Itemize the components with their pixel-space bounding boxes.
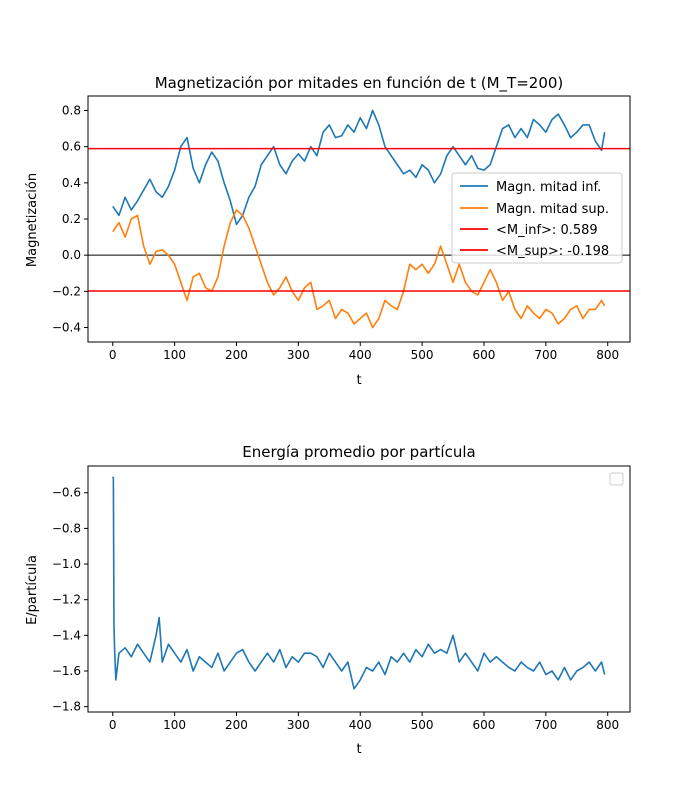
plot-area: 0 100 200 300 400 500 600 700 800 −1.8 −1.6 −1.4 −1.… — [52, 465, 631, 732]
plot-area: 0 100 200 300 400 500 600 700 800 −0.4 −0.2 0.0 0.2 0… — [52, 95, 631, 362]
y-tick-label: −1.6 — [52, 664, 81, 678]
x-tick: 100 — [163, 342, 186, 362]
y-tick: −0.6 — [52, 486, 88, 500]
y-tick: 0.8 — [62, 103, 88, 117]
y-tick-label: −1.0 — [52, 557, 81, 571]
legend-label-mean-sup: <M_sup>: -0.198 — [496, 244, 609, 259]
x-tick-label: 800 — [596, 348, 619, 362]
y-tick: −1.6 — [52, 664, 88, 678]
x-tick: 200 — [225, 712, 248, 732]
x-tick: 700 — [534, 342, 557, 362]
legend — [609, 472, 624, 486]
x-tick: 700 — [534, 712, 557, 732]
x-tick: 200 — [225, 342, 248, 362]
y-tick: 0.4 — [62, 176, 88, 190]
x-tick: 500 — [411, 342, 434, 362]
legend-box-empty — [609, 472, 624, 486]
x-tick: 800 — [596, 342, 619, 362]
chart-title: Energía promedio por partícula — [242, 443, 475, 461]
x-tick-label: 400 — [349, 348, 372, 362]
x-tick-label: 100 — [163, 348, 186, 362]
y-tick-label: 0.8 — [62, 103, 81, 117]
y-tick-label: −0.4 — [52, 321, 81, 335]
x-tick-label: 400 — [349, 718, 372, 732]
y-tick-label: −1.8 — [52, 700, 81, 714]
y-tick-label: −0.2 — [52, 284, 81, 298]
y-tick: 0.2 — [62, 212, 88, 226]
x-tick-label: 100 — [163, 718, 186, 732]
x-tick-label: 600 — [473, 718, 496, 732]
y-tick: −0.4 — [52, 321, 88, 335]
x-tick: 600 — [473, 342, 496, 362]
x-tick-label: 600 — [473, 348, 496, 362]
y-tick: −1.2 — [52, 593, 88, 607]
x-tick: 400 — [349, 342, 372, 362]
y-tick-label: −1.2 — [52, 593, 81, 607]
y-tick: 0.0 — [62, 248, 88, 262]
subplot-magnetization: Magnetización por mitades en función de … — [25, 74, 631, 388]
x-tick: 0 — [109, 342, 117, 362]
y-tick: −1.4 — [52, 628, 88, 642]
series-line-2 — [112, 209, 606, 329]
legend-label-mean-inf: <M_inf>: 0.589 — [496, 223, 598, 238]
x-tick: 400 — [349, 712, 372, 732]
x-tick-label: 0 — [109, 718, 117, 732]
y-tick-label: 0.0 — [62, 248, 81, 262]
x-tick: 300 — [287, 712, 310, 732]
y-tick-label: 0.6 — [62, 140, 81, 154]
x-tick-label: 200 — [225, 718, 248, 732]
legend-label-sup: Magn. mitad sup. — [496, 202, 609, 217]
x-tick-label: 300 — [287, 718, 310, 732]
legend-box — [451, 172, 623, 264]
x-axis-label: t — [356, 373, 361, 388]
y-axis-label: E/partícula — [25, 555, 40, 625]
x-tick-label: 0 — [109, 348, 117, 362]
legend-label-inf: Magn. mitad inf. — [496, 180, 601, 195]
y-tick: −1.0 — [52, 557, 88, 571]
x-tick: 300 — [287, 342, 310, 362]
y-tick-label: −1.4 — [52, 628, 81, 642]
x-tick-label: 700 — [534, 348, 557, 362]
y-tick-label: −0.8 — [52, 521, 81, 535]
x-tick-label: 700 — [534, 718, 557, 732]
y-tick: −1.8 — [52, 700, 88, 714]
y-tick-label: 0.4 — [62, 176, 81, 190]
x-tick: 800 — [596, 712, 619, 732]
x-tick-label: 500 — [411, 348, 434, 362]
x-tick-label: 200 — [225, 348, 248, 362]
x-tick-label: 800 — [596, 718, 619, 732]
y-tick: −0.8 — [52, 521, 88, 535]
series-line-1 — [112, 109, 606, 226]
y-tick: 0.6 — [62, 140, 88, 154]
x-tick-label: 500 — [411, 718, 434, 732]
subplot-energy: Energía promedio por partícula t E/partí… — [25, 443, 631, 757]
y-axis-label: Magnetización — [25, 173, 40, 267]
y-tick-label: 0.2 — [62, 212, 81, 226]
x-tick: 0 — [109, 712, 117, 732]
x-tick: 500 — [411, 712, 434, 732]
x-tick: 100 — [163, 712, 186, 732]
y-tick: −0.2 — [52, 284, 88, 298]
legend: Magn. mitad inf. Magn. mitad sup. <M_inf… — [451, 172, 623, 264]
chart-title: Magnetización por mitades en función de … — [155, 74, 564, 93]
x-tick-label: 300 — [287, 348, 310, 362]
y-tick-label: −0.6 — [52, 486, 81, 500]
axes-frame — [87, 465, 631, 713]
x-tick: 600 — [473, 712, 496, 732]
series-line-1 — [111, 476, 606, 690]
x-axis-label: t — [356, 742, 361, 757]
